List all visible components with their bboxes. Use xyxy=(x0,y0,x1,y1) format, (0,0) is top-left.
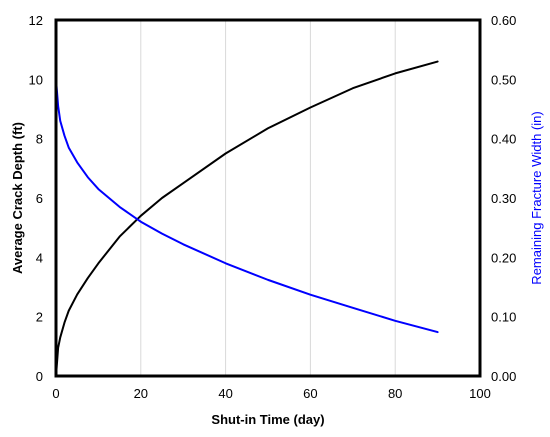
y2-axis-title: Remaining Fracture Width (in) xyxy=(529,111,544,284)
y2-tick-labels: 0.00 0.10 0.20 0.30 0.40 0.50 0.60 xyxy=(491,13,516,384)
series-layer xyxy=(55,60,439,377)
y2-tick-label: 0.60 xyxy=(491,13,516,28)
fracture-width-line xyxy=(55,78,439,334)
y-tick-label: 12 xyxy=(29,13,43,28)
y2-tick-label: 0.50 xyxy=(491,72,516,87)
y-tick-label: 6 xyxy=(36,191,43,206)
y2-tick-label: 0.30 xyxy=(491,191,516,206)
y2-tick-label: 0.00 xyxy=(491,369,516,384)
y-tick-label: 2 xyxy=(36,310,43,325)
x-tick-label: 40 xyxy=(218,386,232,401)
y-tick-label: 0 xyxy=(36,369,43,384)
y-axis-title: Average Crack Depth (ft) xyxy=(10,122,25,274)
y2-tick-label: 0.10 xyxy=(491,310,516,325)
x-tick-labels: 0 20 40 60 80 100 xyxy=(52,386,490,401)
y2-tick-label: 0.20 xyxy=(491,250,516,265)
crack-depth-line xyxy=(55,60,439,377)
x-tick-label: 60 xyxy=(303,386,317,401)
y2-tick-label: 0.40 xyxy=(491,132,516,147)
x-gridlines xyxy=(140,20,396,376)
x-tick-label: 0 xyxy=(52,386,59,401)
y-tick-label: 8 xyxy=(36,132,43,147)
y-tick-label: 10 xyxy=(29,72,43,87)
x-tick-label: 20 xyxy=(134,386,148,401)
x-tick-label: 80 xyxy=(388,386,402,401)
plot-frame xyxy=(54,18,482,378)
y-tick-label: 4 xyxy=(36,250,43,265)
x-tick-label: 100 xyxy=(469,386,491,401)
x-axis-title: Shut-in Time (day) xyxy=(211,412,324,427)
y-tick-labels: 0 2 4 6 8 10 12 xyxy=(29,13,43,384)
